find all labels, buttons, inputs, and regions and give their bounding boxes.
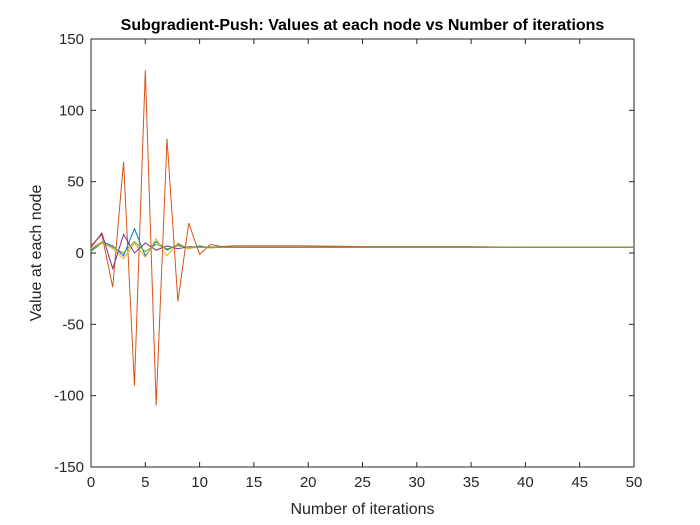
series-layer	[90, 70, 634, 406]
y-axis-label: Value at each node	[28, 185, 45, 322]
x-tick-label: 35	[463, 474, 480, 491]
plot-area: 0 5 10 15 20 25 30 35 40 45 50 -150 -100 -50 0 50 100 15…	[54, 31, 642, 491]
chart-title: Subgradient-Push: Values at each node vs…	[121, 17, 605, 34]
x-axis-label: Number of iterations	[290, 501, 434, 518]
series-line-2	[90, 70, 634, 406]
x-tick-label: 50	[626, 474, 643, 491]
axes-box	[90, 38, 635, 468]
x-tick-label: 25	[354, 474, 371, 491]
x-tick-label: 40	[517, 474, 534, 491]
y-tick-label: 0	[76, 245, 84, 262]
x-axis: 0 5 10 15 20 25 30 35 40 45 50	[87, 39, 643, 491]
y-tick-label: -50	[62, 316, 84, 333]
x-tick-label: 15	[246, 474, 263, 491]
x-tick-label: 0	[87, 474, 95, 491]
x-tick-label: 10	[191, 474, 208, 491]
y-tick-label: -100	[54, 388, 84, 405]
y-axis: -150 -100 -50 0 50 100 150	[54, 31, 634, 476]
x-tick-label: 20	[300, 474, 317, 491]
y-tick-label: 50	[67, 174, 84, 191]
series-line-5	[90, 240, 634, 254]
y-tick-label: -150	[54, 459, 84, 476]
x-tick-label: 5	[141, 474, 149, 491]
y-tick-label: 100	[59, 102, 84, 119]
x-tick-label: 45	[571, 474, 588, 491]
y-tick-label: 150	[59, 31, 84, 48]
x-tick-label: 30	[408, 474, 425, 491]
